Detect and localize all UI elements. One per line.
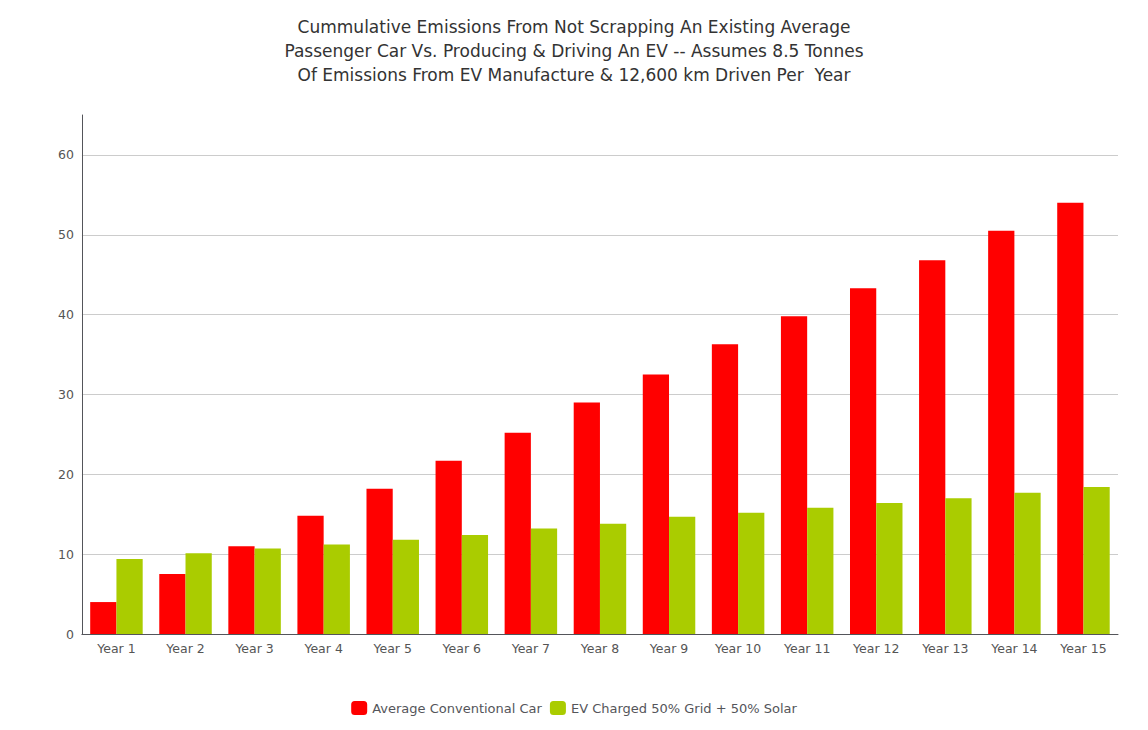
svg-text:Year 15: Year 15	[1059, 641, 1106, 656]
svg-text:Cummulative Emissions From Not: Cummulative Emissions From Not Scrapping…	[298, 17, 851, 37]
svg-text:Year 4: Year 4	[303, 641, 342, 656]
svg-text:Year 10: Year 10	[714, 641, 761, 656]
svg-text:40: 40	[58, 307, 74, 322]
svg-text:Of Emissions From EV Manufactu: Of Emissions From EV Manufacture & 12,60…	[297, 65, 850, 85]
svg-text:Year 6: Year 6	[442, 641, 481, 656]
svg-text:Year 2: Year 2	[165, 641, 204, 656]
svg-text:Year 11: Year 11	[783, 641, 830, 656]
svg-text:50: 50	[58, 227, 74, 242]
svg-text:Year 7: Year 7	[511, 641, 550, 656]
svg-text:Year 3: Year 3	[234, 641, 273, 656]
svg-text:Year 1: Year 1	[96, 641, 135, 656]
svg-text:60: 60	[58, 147, 74, 162]
svg-text:Passenger Car Vs. Producing &: Passenger Car Vs. Producing & Driving An…	[284, 41, 863, 61]
svg-text:Year 12: Year 12	[852, 641, 899, 656]
svg-text:Year 14: Year 14	[990, 641, 1037, 656]
svg-text:20: 20	[58, 467, 74, 482]
svg-text:Average Conventional Car: Average Conventional Car	[372, 701, 542, 716]
svg-text:Year 5: Year 5	[373, 641, 412, 656]
svg-text:0: 0	[66, 627, 74, 642]
svg-text:Year 13: Year 13	[921, 641, 968, 656]
svg-text:10: 10	[58, 547, 74, 562]
svg-text:EV Charged 50% Grid + 50% Sola: EV Charged 50% Grid + 50% Solar	[571, 701, 798, 716]
svg-text:Year 8: Year 8	[580, 641, 619, 656]
svg-text:Year 9: Year 9	[649, 641, 688, 656]
svg-text:30: 30	[58, 387, 74, 402]
